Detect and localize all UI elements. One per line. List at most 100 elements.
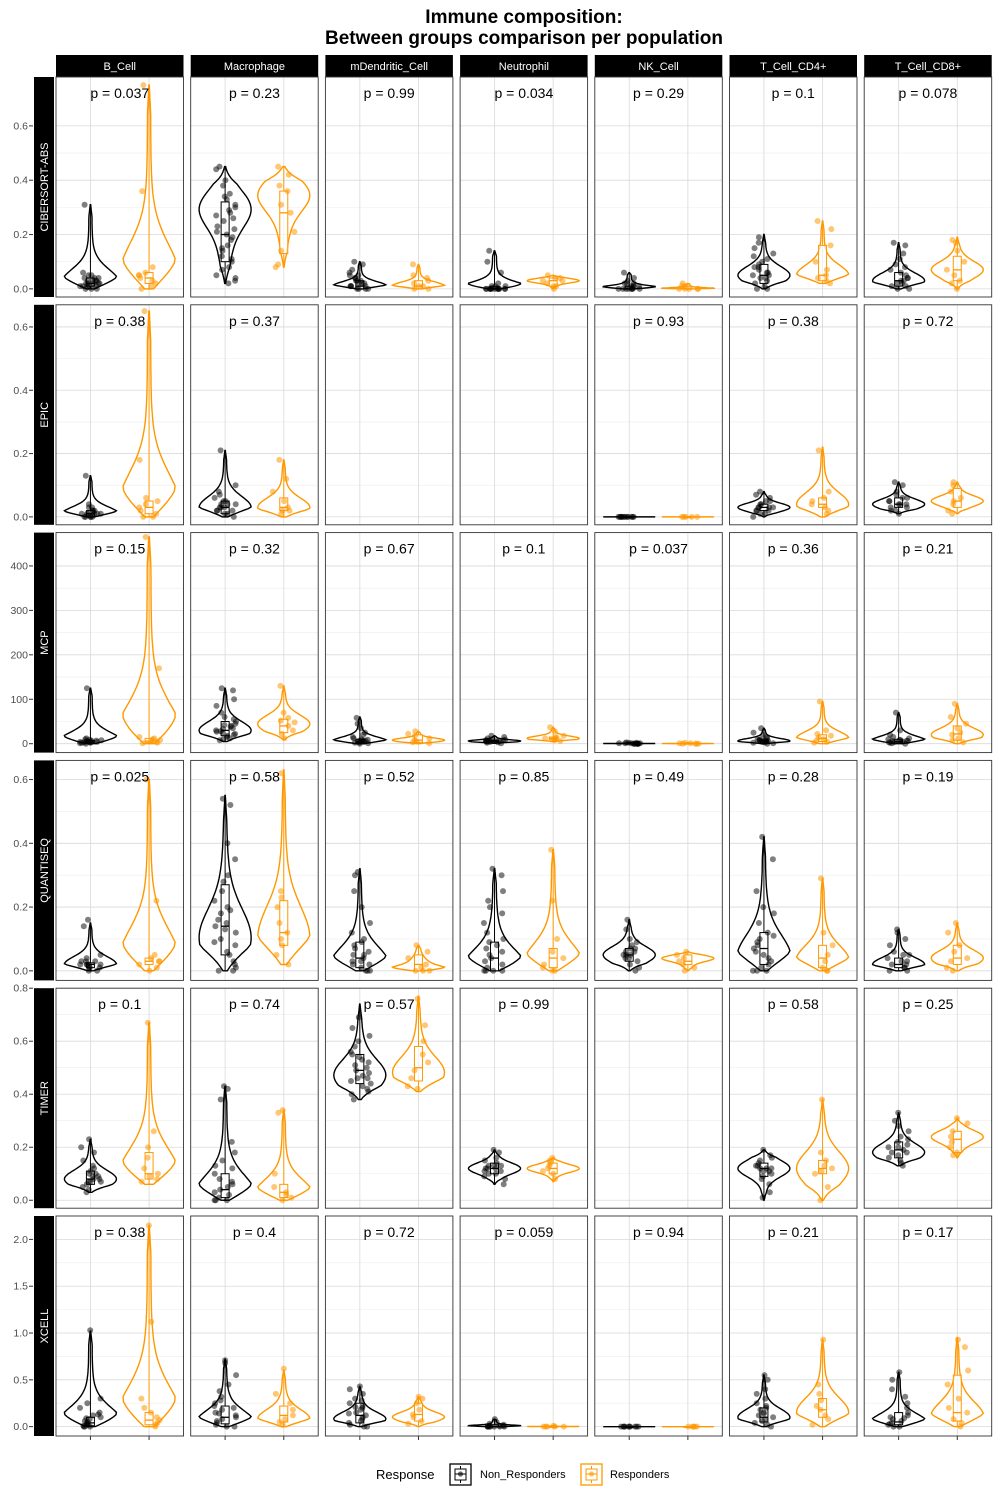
data-point [621, 1423, 628, 1430]
data-point [351, 739, 358, 746]
data-point [756, 737, 763, 744]
data-point [218, 709, 225, 716]
data-point [752, 948, 759, 955]
data-point [405, 730, 412, 737]
data-point [894, 285, 901, 292]
data-point [213, 212, 220, 219]
box-iqr [279, 190, 289, 255]
data-point [539, 1168, 546, 1175]
violin-shape [122, 310, 176, 518]
data-point [904, 967, 911, 974]
data-point [148, 283, 155, 290]
panel-border [55, 304, 184, 526]
p-value-label: p = 0.94 [633, 1224, 684, 1240]
facet-row-strip [34, 1216, 54, 1436]
data-point [222, 1360, 229, 1366]
data-point [945, 1404, 952, 1411]
data-point [559, 277, 566, 284]
data-point [889, 1376, 896, 1383]
y-tick-label: 2.0 [13, 1234, 28, 1246]
legend-key-point [457, 1471, 464, 1477]
data-point [283, 1191, 290, 1198]
data-point [483, 738, 490, 744]
data-point [225, 280, 232, 287]
data-point [227, 907, 234, 914]
data-point [226, 951, 233, 958]
data-point [632, 945, 639, 952]
data-point [213, 166, 220, 173]
data-point [217, 936, 224, 942]
data-point [691, 964, 698, 971]
data-point [425, 285, 432, 292]
data-point [501, 1423, 508, 1430]
data-point [87, 738, 94, 745]
data-point [620, 285, 626, 292]
y-tick-label: 0.6 [13, 774, 28, 786]
panel-2-2: p = 0.67 [324, 532, 454, 754]
data-point [405, 955, 412, 962]
data-point [366, 961, 373, 968]
p-value-label: p = 0.52 [364, 768, 415, 784]
panel-4-4 [594, 987, 723, 1209]
data-point [694, 513, 701, 520]
data-point [358, 958, 365, 965]
data-point [221, 510, 228, 517]
data-point [633, 740, 640, 747]
panel-5-6: p = 0.17 [863, 1215, 993, 1437]
data-point [492, 1170, 499, 1177]
data-point [483, 945, 490, 952]
data-point [405, 1420, 412, 1427]
data-point [905, 1128, 912, 1135]
data-point [79, 1184, 86, 1190]
data-point [885, 1154, 892, 1161]
data-point [156, 665, 162, 672]
data-point [78, 1144, 85, 1151]
data-point [420, 283, 427, 290]
data-point [750, 513, 757, 520]
legend-key-point [588, 1471, 595, 1477]
y-tick-label: 0.2 [13, 448, 28, 460]
data-point [551, 1423, 558, 1430]
data-point [954, 247, 961, 254]
data-point [695, 285, 702, 292]
data-point [349, 1025, 356, 1031]
data-point [80, 1157, 87, 1164]
data-point [950, 1152, 957, 1159]
data-point [419, 1395, 426, 1402]
data-point [411, 1067, 418, 1074]
data-point [899, 482, 906, 489]
data-point [219, 795, 226, 802]
data-point [820, 1336, 827, 1343]
data-point [634, 958, 641, 965]
data-point [764, 256, 771, 262]
data-point [225, 1381, 232, 1388]
data-point [217, 1186, 224, 1193]
data-point [351, 1043, 358, 1050]
data-point [902, 264, 908, 271]
panel-background [56, 760, 184, 981]
data-point [630, 513, 637, 520]
data-point [680, 955, 687, 962]
data-point [481, 1157, 488, 1164]
data-point [485, 897, 492, 904]
data-point [363, 1064, 370, 1071]
p-value-label: p = 0.36 [768, 541, 819, 557]
y-tick-label: 0.2 [13, 229, 28, 241]
data-point [278, 201, 285, 208]
data-point [759, 1194, 766, 1201]
y-tick-label: 0.0 [13, 1195, 28, 1207]
data-point [97, 1395, 104, 1402]
data-point [80, 269, 87, 276]
data-point [902, 242, 909, 249]
panel-4-3: p = 0.99 [459, 987, 589, 1209]
data-point [955, 1336, 961, 1343]
data-point [226, 264, 233, 271]
panel-border [594, 1215, 723, 1437]
data-point [957, 729, 964, 736]
panel-3-2: p = 0.52 [324, 759, 454, 981]
y-tick-label: 0.0 [13, 511, 28, 523]
panel-1-5: p = 0.38 [729, 304, 858, 526]
panel-border [594, 304, 723, 526]
data-point [631, 275, 637, 281]
data-point [140, 82, 147, 89]
